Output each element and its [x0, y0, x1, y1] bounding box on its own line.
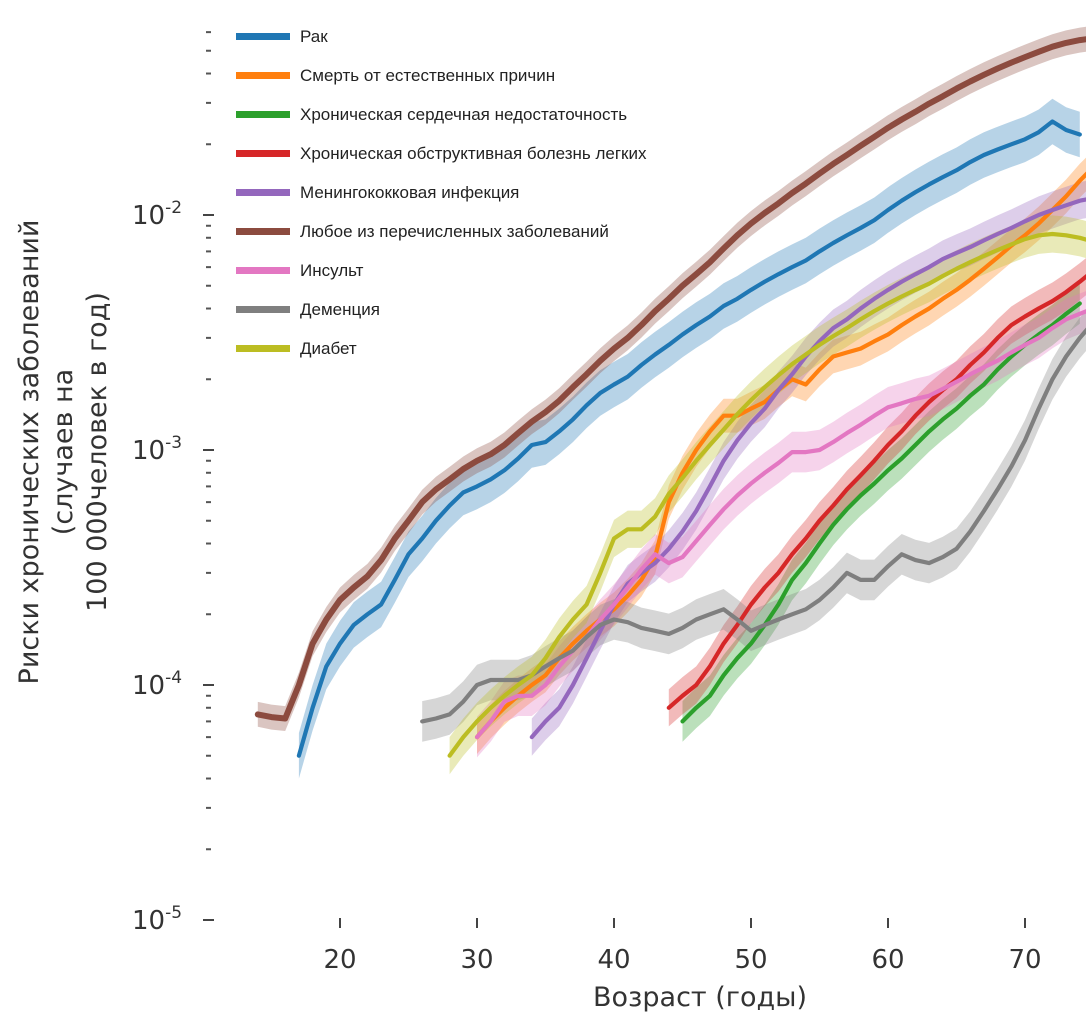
legend-swatch-5 — [236, 189, 290, 196]
series-line-6 — [254, 36, 1086, 722]
y-tick-label-3: 10-3 — [132, 433, 182, 466]
legend-label-1: Рак — [300, 27, 328, 46]
legend-label-4: Хроническая обструктивная болезнь легких — [300, 144, 647, 163]
legend-swatch-1 — [236, 33, 290, 40]
series-line-1 — [296, 119, 1082, 758]
legend-label-6: Любое из перечисленных заболеваний — [300, 222, 609, 241]
legend-swatch-9 — [236, 345, 290, 352]
series-band-3 — [682, 283, 1080, 742]
legend-swatch-3 — [236, 111, 290, 118]
y-tick-base: 10 — [132, 671, 165, 701]
legend-swatch-8 — [236, 306, 290, 313]
legend-label-2: Смерть от естественных причин — [300, 66, 555, 85]
y-tick-exponent: -3 — [165, 433, 182, 453]
legend-swatch-7 — [236, 267, 290, 274]
x-axis-title: Возраст (годы) — [593, 982, 807, 1013]
y-axis-title-line-2: (случаев на — [48, 369, 79, 535]
x-tick-label-4: 50 — [734, 945, 767, 975]
legend-label-9: Диабет — [300, 339, 357, 358]
y-axis: 10-510-410-310-2 — [132, 31, 214, 936]
x-tick-label-1: 20 — [323, 945, 356, 975]
series-lines — [254, 36, 1086, 758]
series-band-1 — [298, 98, 1080, 779]
y-tick-exponent: -4 — [165, 668, 182, 688]
series-line-3 — [680, 301, 1082, 724]
x-axis: 20 30 40 50 60 70 — [323, 918, 1042, 975]
y-tick-base: 10 — [132, 201, 165, 231]
series-band-7 — [477, 291, 1086, 758]
y-axis-title-line-1: Риски хронических заболеваний — [14, 220, 45, 685]
y-axis-title: Риски хронических заболеваний (случаев н… — [14, 220, 113, 685]
legend-label-3: Хроническая сердечная недостаточность — [300, 105, 627, 124]
legend-swatch-6 — [236, 228, 290, 235]
legend-label-7: Инсульт — [300, 261, 364, 280]
series-line-9 — [447, 231, 1086, 758]
y-tick-exponent: -2 — [165, 198, 182, 218]
y-tick-base: 10 — [132, 906, 165, 936]
y-axis-title-line-3: 100 000человек в год) — [82, 292, 113, 612]
legend-swatch-4 — [236, 150, 290, 157]
x-tick-label-3: 40 — [597, 945, 630, 975]
legend-swatch-2 — [236, 72, 290, 79]
x-tick-label-5: 60 — [871, 945, 904, 975]
legend: Рак Смерть от естественных причин Хроничес… — [236, 27, 647, 358]
legend-label-8: Деменция — [300, 300, 380, 319]
x-tick-label-6: 70 — [1008, 945, 1041, 975]
y-tick-label-4: 10-2 — [132, 198, 182, 231]
y-tick-label-1: 10-5 — [132, 903, 182, 936]
x-tick-label-2: 30 — [460, 945, 493, 975]
y-tick-label-2: 10-4 — [132, 668, 182, 701]
y-tick-exponent: -5 — [165, 903, 182, 923]
legend-label-5: Менингококковая инфекция — [300, 183, 519, 202]
y-tick-base: 10 — [132, 436, 165, 466]
